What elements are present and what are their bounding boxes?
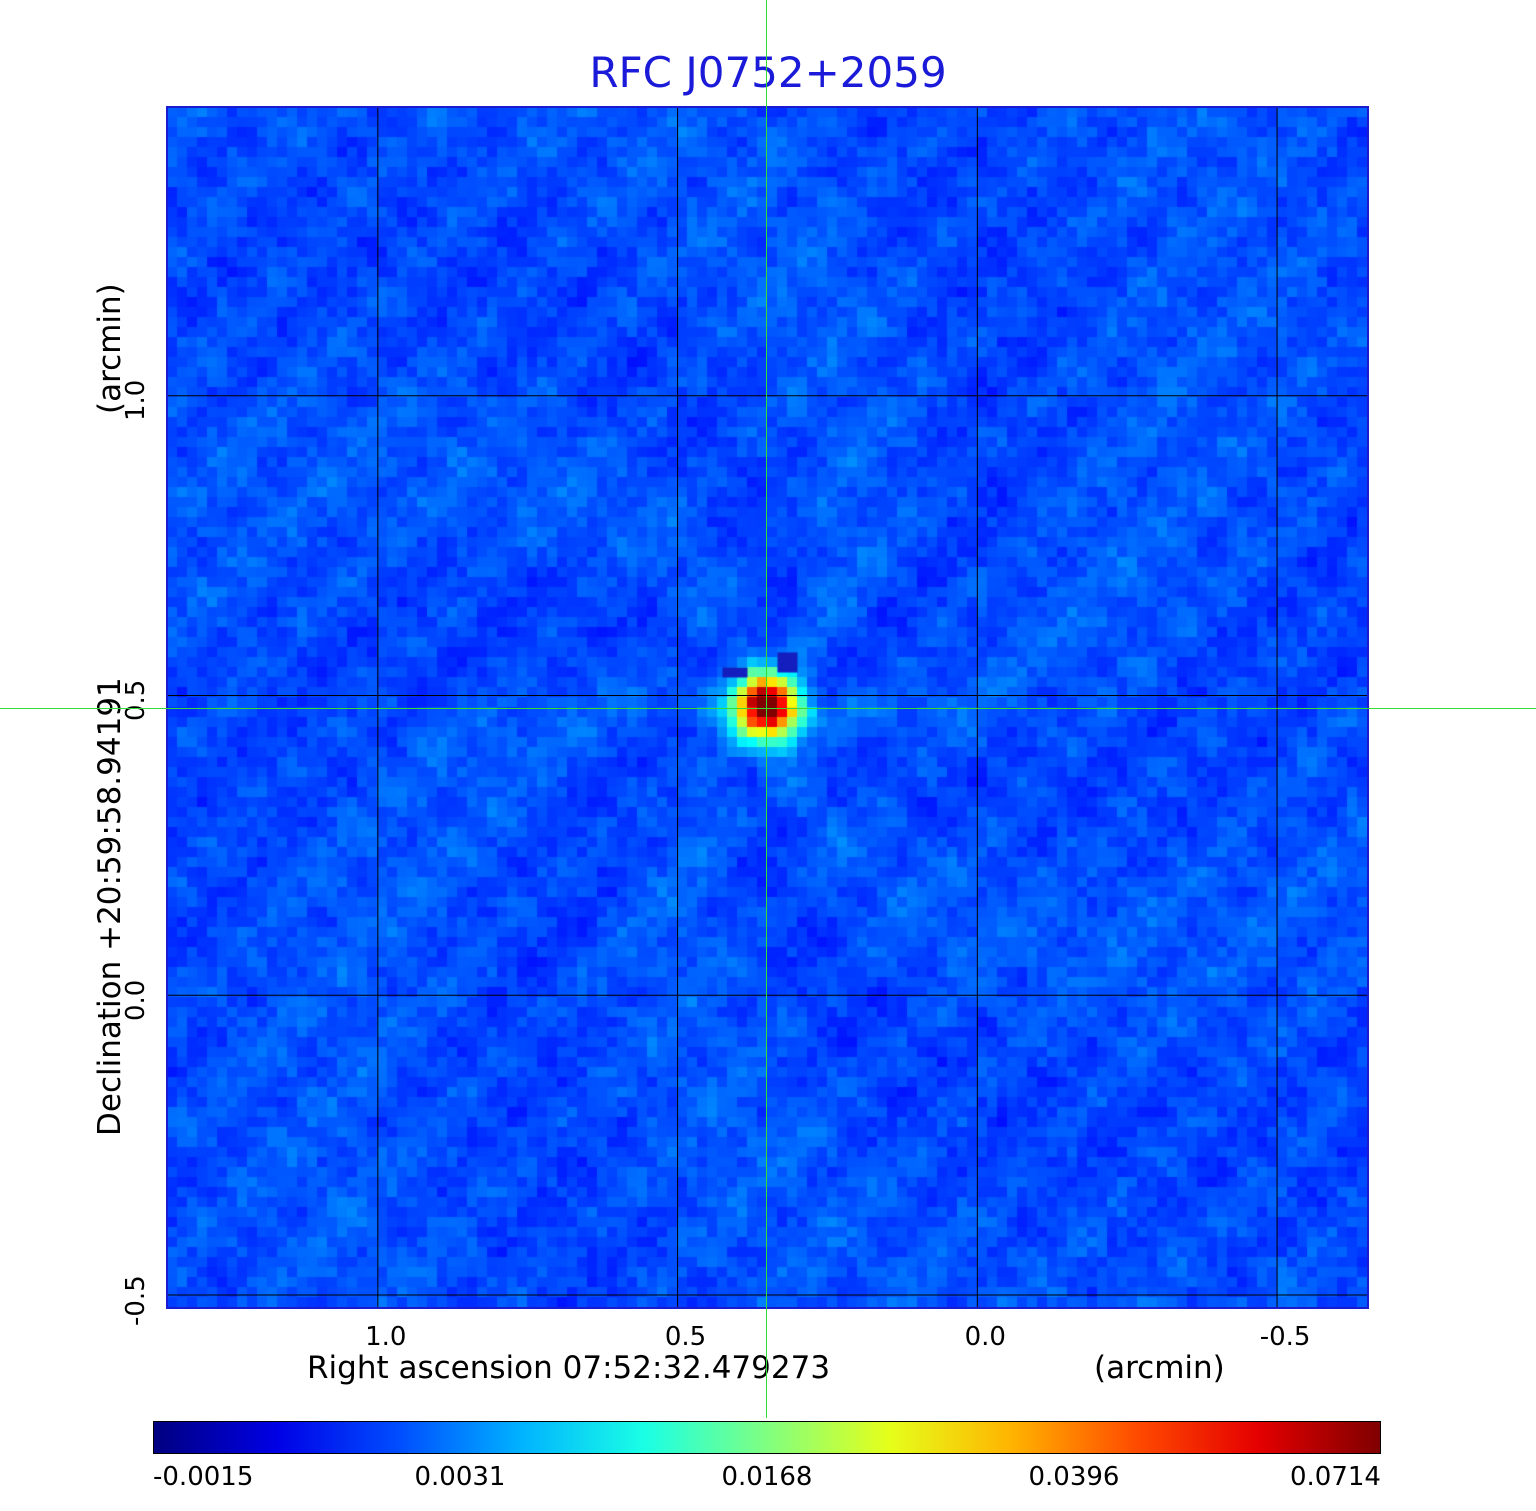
colorbar-tick-label: 0.0168 xyxy=(721,1462,813,1492)
crosshair-vertical xyxy=(766,0,767,1418)
colorbar-tick-label: 0.0714 xyxy=(1290,1462,1381,1492)
colorbar-tick-label: 0.0031 xyxy=(414,1462,506,1492)
crosshair-horizontal xyxy=(0,708,1536,709)
x-axis-unit: (arcmin) xyxy=(1094,1350,1225,1386)
y-axis-label: Declination +20:59:58.94191 xyxy=(92,677,128,1136)
x-tick-label: 1.0 xyxy=(365,1322,407,1352)
radio-image xyxy=(168,108,1367,1307)
x-tick-label: 0.5 xyxy=(664,1322,707,1352)
y-tick-label: -0.5 xyxy=(121,1274,151,1326)
y-axis-unit: (arcmin) xyxy=(92,283,128,414)
colorbar xyxy=(153,1421,1381,1454)
image-title: RFC J0752+2059 xyxy=(589,48,947,97)
x-tick-label: 0.0 xyxy=(964,1322,1006,1352)
colorbar-tick-label: 0.0396 xyxy=(1028,1462,1120,1492)
x-tick-label: -0.5 xyxy=(1259,1322,1311,1352)
coordinate-grid xyxy=(168,108,1367,1307)
image-panel[interactable] xyxy=(166,106,1369,1309)
colorbar-tick-label: -0.0015 xyxy=(153,1462,254,1492)
x-axis-label: Right ascension 07:52:32.479273 xyxy=(307,1350,831,1386)
